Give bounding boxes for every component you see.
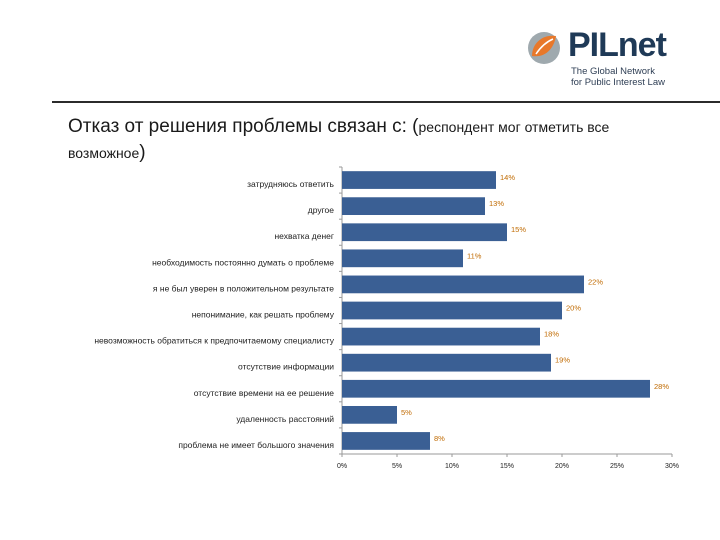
category-label-8: отсутствие времени на ее решение: [194, 388, 335, 398]
category-label-4: я не был уверен в положительном результа…: [153, 283, 334, 293]
category-label-6: невозможность обратиться к предпочитаемо…: [94, 336, 334, 346]
logo-tagline: The Global Network for Public Interest L…: [571, 66, 665, 88]
value-label-3: 11%: [467, 251, 482, 260]
logo-wordmark: PILnet: [568, 26, 667, 64]
category-label-2: нехватка денег: [274, 231, 334, 241]
x-tick-label-6: 30%: [665, 463, 679, 470]
title-subtitle: респондент мог отметить все возможное: [68, 119, 610, 161]
x-tick-label-5: 25%: [610, 463, 624, 470]
bar-5: [342, 301, 562, 320]
value-label-10: 8%: [434, 434, 445, 443]
x-tick-label-1: 5%: [392, 463, 402, 470]
bar-6: [342, 327, 540, 346]
value-label-4: 22%: [588, 277, 603, 286]
x-tick-label-3: 15%: [500, 463, 514, 470]
slide-title: Отказ от решения проблемы связан с: (рес…: [68, 114, 688, 166]
value-label-0: 14%: [500, 173, 515, 182]
category-label-7: отсутствие информации: [238, 362, 334, 372]
bar-3: [342, 249, 463, 268]
title-main: Отказ от решения проблемы связан с: (: [68, 116, 419, 137]
bars-group: затрудняюсь ответить 14% другое 13% нехватка…: [94, 166, 679, 470]
bar-10: [342, 432, 430, 450]
x-tick-label-4: 20%: [555, 463, 569, 470]
pilnet-leaf-icon: [528, 32, 560, 64]
pilnet-logo: PILnet The Global Network for Public Int…: [524, 26, 704, 96]
value-label-9: 5%: [401, 408, 412, 417]
bar-1: [342, 197, 485, 216]
x-tick-label-2: 10%: [445, 463, 459, 470]
x-tick-label-0: 0%: [337, 463, 347, 470]
category-label-3: необходимость постоянно думать о проблем…: [152, 257, 334, 267]
bar-0: [342, 171, 496, 189]
bar-4: [342, 275, 584, 294]
bar-9: [342, 405, 397, 424]
value-label-2: 15%: [511, 225, 526, 234]
header-divider: [52, 101, 720, 103]
category-label-1: другое: [308, 205, 334, 215]
bar-8: [342, 379, 650, 398]
category-label-10: проблема не имеет большого значения: [178, 440, 334, 450]
value-label-1: 13%: [489, 199, 504, 208]
category-label-0: затрудняюсь ответить: [247, 179, 334, 189]
value-label-7: 19%: [555, 356, 570, 365]
title-close: ): [139, 142, 146, 163]
value-label-6: 18%: [544, 330, 559, 339]
value-label-5: 20%: [566, 304, 581, 313]
category-label-5: непонимание, как решать проблему: [192, 310, 335, 320]
bar-2: [342, 223, 507, 242]
category-label-9: удаленность расстояний: [236, 414, 334, 424]
bar-7: [342, 353, 551, 372]
value-label-8: 28%: [654, 382, 669, 391]
